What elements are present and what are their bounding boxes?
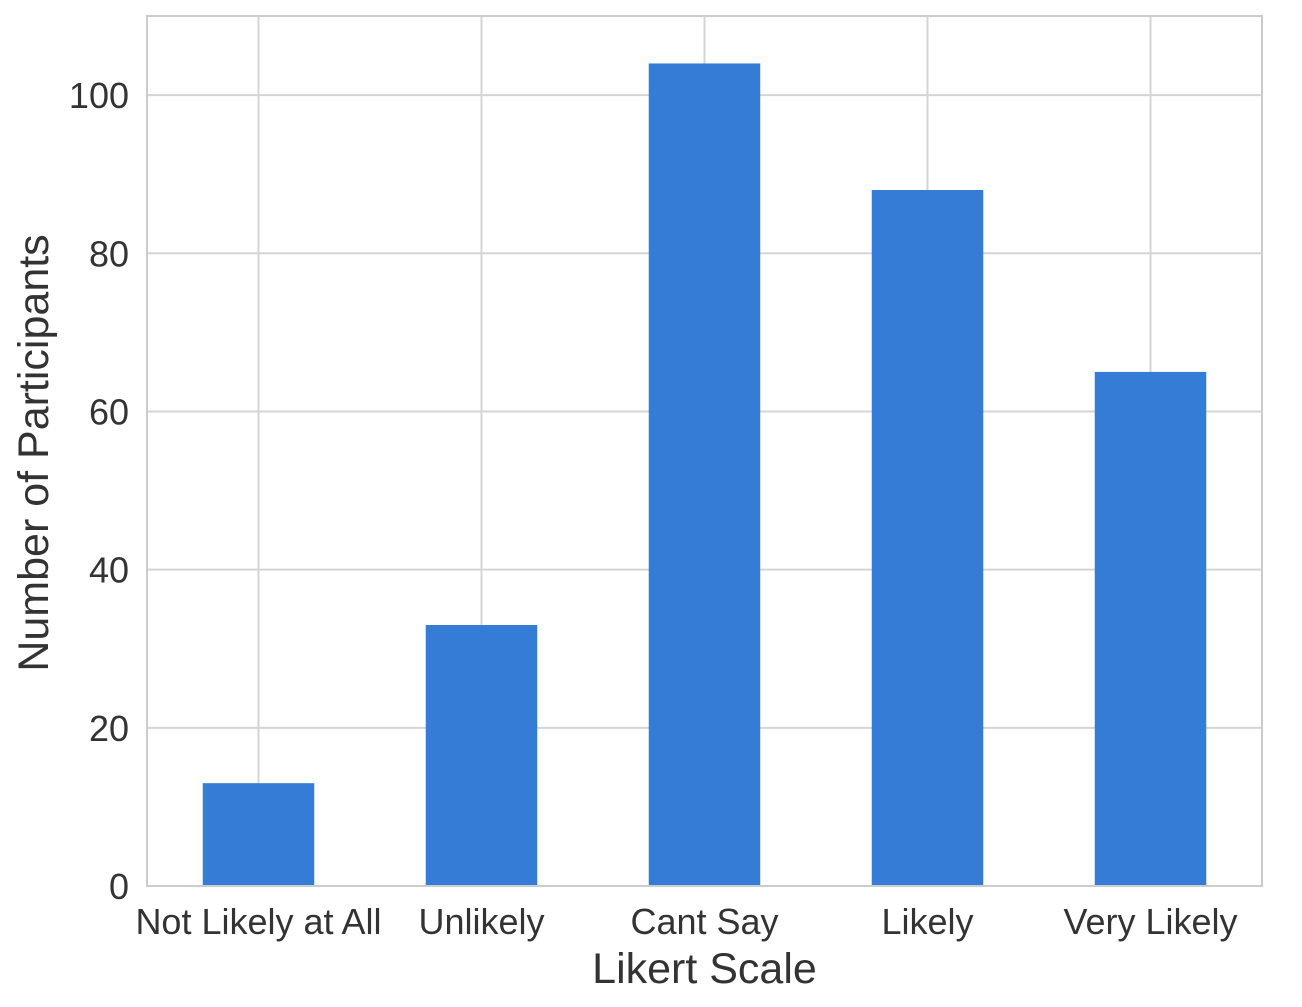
y-tick-label: 80 [89,233,129,274]
y-axis-label: Number of Participants [10,234,58,671]
y-tick-label: 40 [89,550,129,591]
x-tick-label: Not Likely at All [135,901,381,942]
x-tick-label: Very Likely [1063,901,1237,942]
plot-frame [146,15,1263,887]
x-tick-label: Likely [881,901,973,942]
x-axis-label: Likert Scale [592,945,817,993]
x-tick-label: Cant Say [630,901,778,942]
bar [1094,371,1207,887]
y-tick-labels: 0 20 40 60 80 100 [69,75,129,907]
bar [871,190,984,886]
bar [202,783,315,886]
y-tick-label: 100 [69,75,129,116]
x-tick-label: Unlikely [418,901,544,942]
bar [648,63,761,887]
y-tick-label: 60 [89,391,129,432]
bars [202,63,1207,887]
y-tick-label: 20 [89,708,129,749]
x-tick-labels: Not Likely at All Unlikely Cant Say Likely V… [135,901,1237,942]
bar [425,625,538,886]
y-tick-label: 0 [109,866,129,907]
